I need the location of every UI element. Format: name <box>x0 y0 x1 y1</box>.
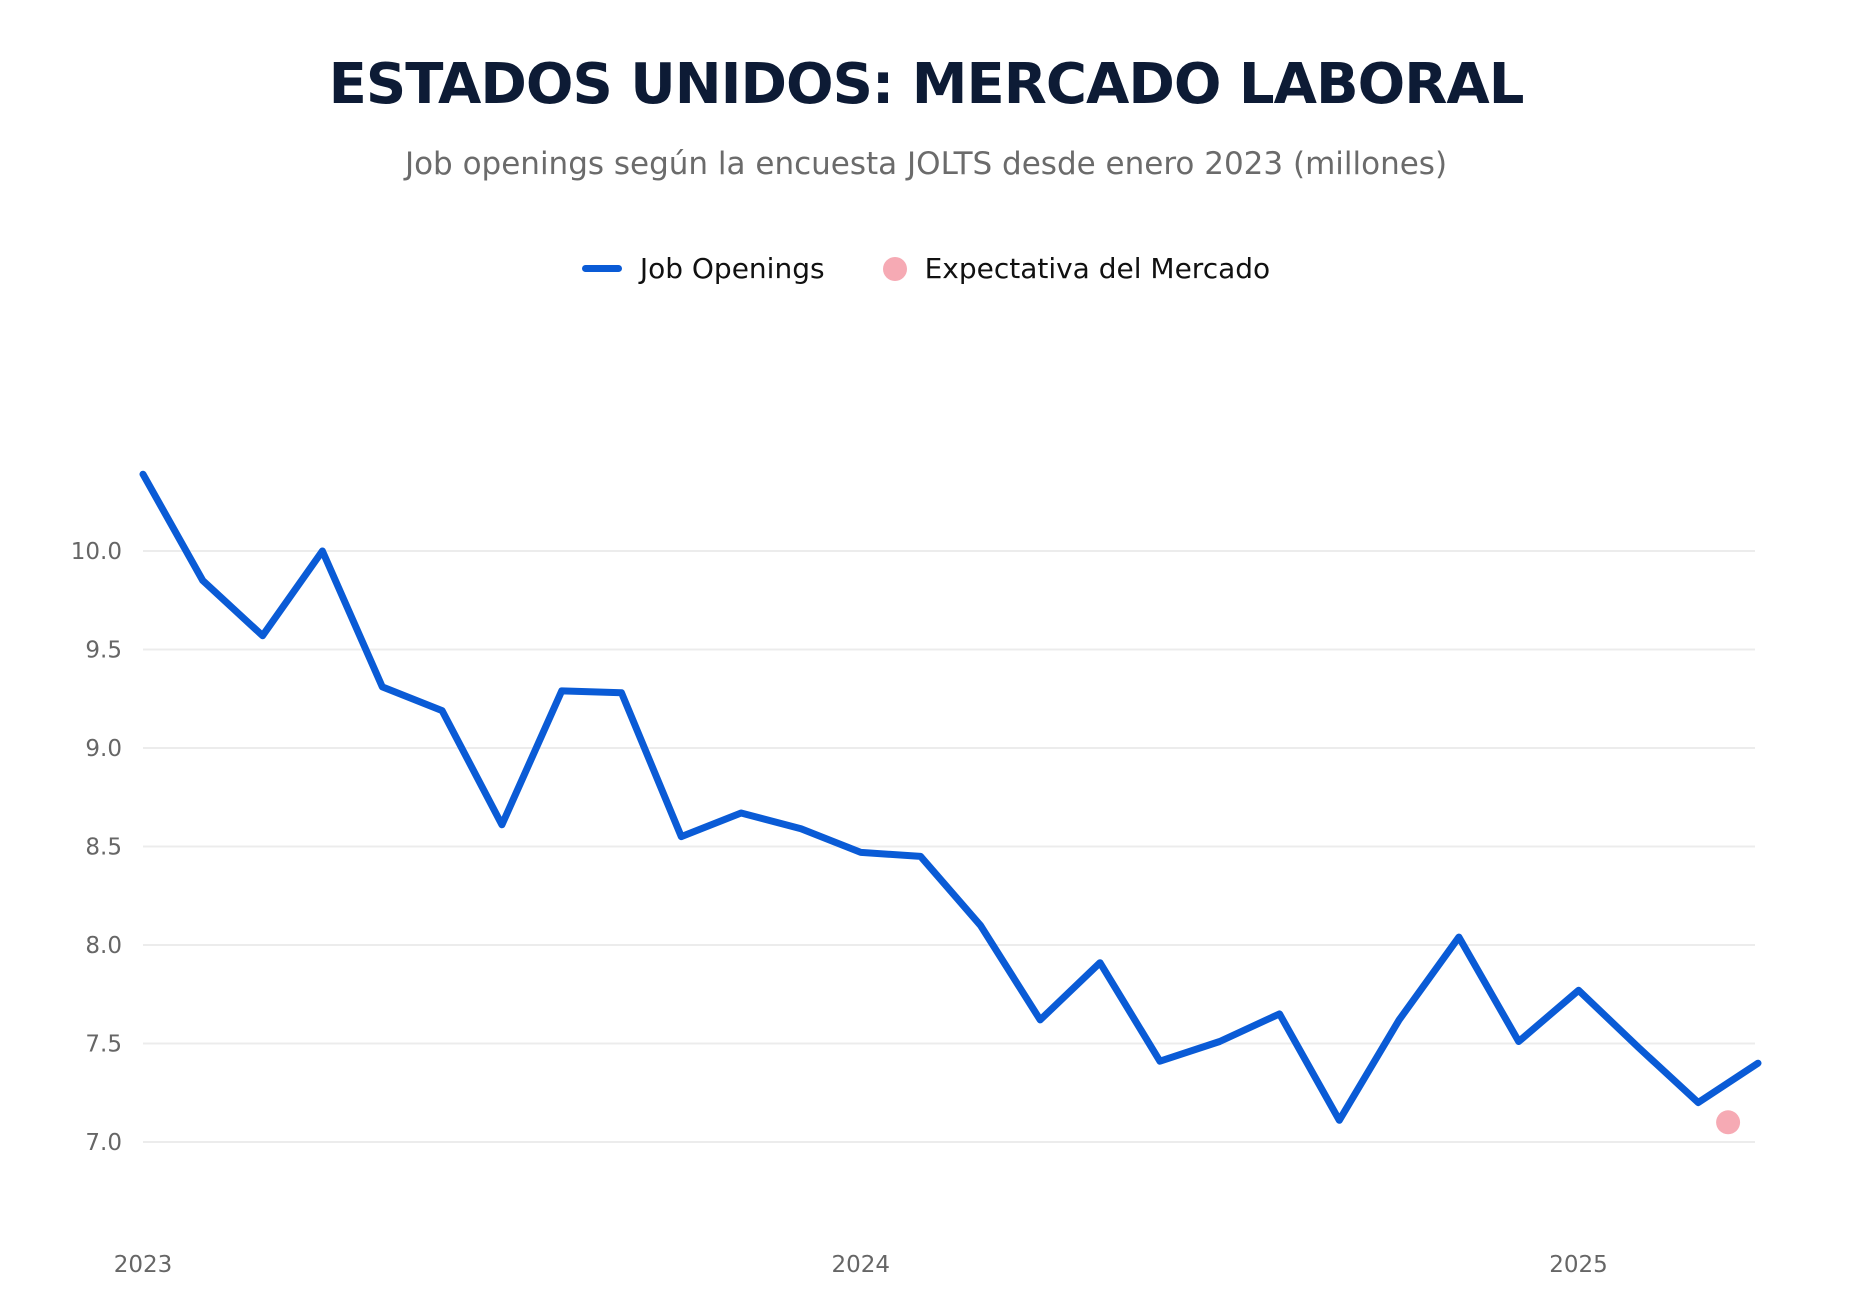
y-tick-label: 10.0 <box>71 539 122 565</box>
series-line-job-openings <box>139 470 1762 1124</box>
y-axis: 10.0 9.5 9.0 8.5 8.0 7.5 7.0 <box>71 539 122 1156</box>
y-tick-label: 7.0 <box>85 1130 122 1156</box>
x-tick-label: 2025 <box>1549 1252 1608 1278</box>
chart-title: ESTADOS UNIDOS: MERCADO LABORAL <box>328 52 1525 117</box>
legend-line-icon <box>581 265 622 272</box>
series-layer <box>139 470 1762 1135</box>
market-expectation-point <box>1716 1110 1741 1135</box>
legend-item-job-openings[interactable]: Job Openings <box>581 252 825 285</box>
legend-dot-icon <box>882 256 907 281</box>
y-tick-label: 9.0 <box>85 736 122 762</box>
chart-legend: Job Openings Expectativa del Mercado <box>0 252 1852 285</box>
y-tick-label: 7.5 <box>85 1032 122 1058</box>
legend-label-market-expectation: Expectativa del Mercado <box>924 252 1271 285</box>
legend-label-job-openings: Job Openings <box>639 252 825 285</box>
x-axis: 2023 2024 2025 <box>114 1252 1608 1278</box>
legend-item-market-expectation[interactable]: Expectativa del Mercado <box>882 252 1271 285</box>
x-tick-label: 2024 <box>832 1252 891 1278</box>
y-tick-label: 8.0 <box>85 933 122 959</box>
grid-layer <box>143 550 1755 1143</box>
y-tick-label: 8.5 <box>85 835 122 861</box>
x-tick-label: 2023 <box>114 1252 173 1278</box>
y-tick-label: 9.5 <box>85 638 122 664</box>
chart-subtitle: Job openings según la encuesta JOLTS des… <box>404 146 1448 182</box>
